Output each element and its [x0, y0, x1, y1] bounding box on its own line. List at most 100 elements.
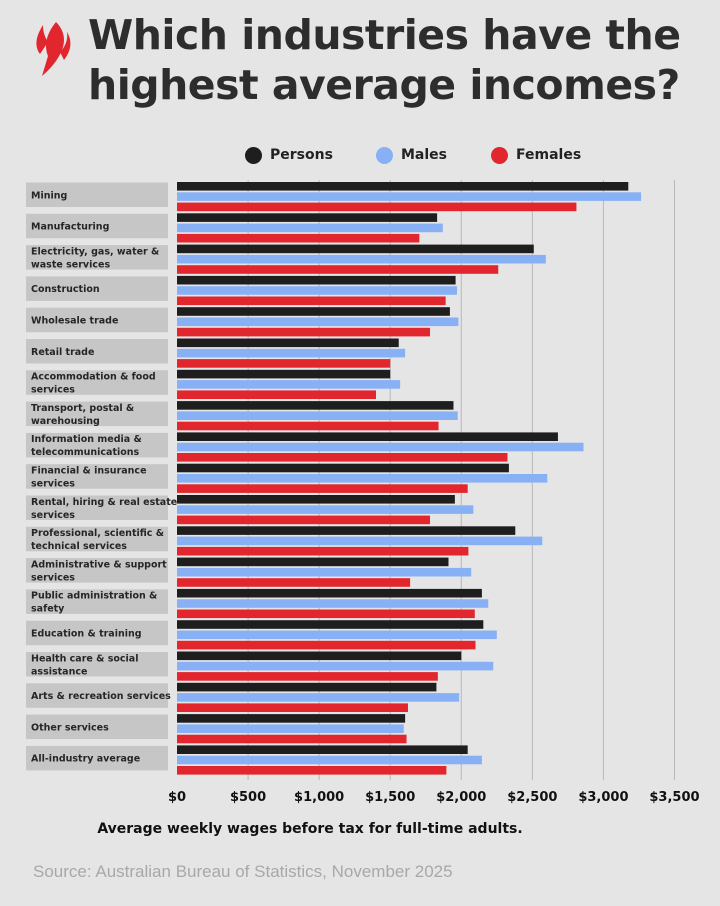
category-label-box — [26, 245, 168, 270]
bar-persons — [177, 213, 438, 222]
category-label: Arts & recreation services — [31, 691, 171, 702]
category-label-box — [26, 370, 168, 395]
category-label-box — [26, 432, 168, 458]
bar-persons — [177, 651, 462, 661]
x-axis-title: Average weekly wages before tax for full… — [97, 821, 523, 837]
category-label-box — [26, 714, 168, 740]
bar-females — [177, 484, 468, 493]
bar-females — [177, 734, 407, 744]
bar-males — [177, 442, 584, 452]
category-label-box — [26, 182, 168, 207]
category-label-box — [26, 464, 168, 489]
category-label: Education & training — [31, 628, 142, 639]
bar-females — [177, 327, 431, 337]
bar-females — [177, 202, 577, 212]
legend-item-females: Females — [491, 143, 581, 167]
bar-females — [177, 390, 376, 399]
bar-males — [177, 567, 472, 577]
bar-males — [177, 286, 458, 295]
category-label: Retail trade — [31, 347, 94, 358]
legend-label-persons: Persons — [270, 147, 333, 163]
bar-males — [177, 630, 497, 640]
legend-swatch-males — [376, 146, 393, 164]
category-label: Health care & social assistance — [31, 653, 138, 677]
bar-females — [177, 672, 438, 681]
category-label: All-industry average — [31, 754, 140, 765]
bar-persons — [177, 745, 468, 754]
x-tick-label: $0 — [168, 790, 186, 805]
bar-males — [177, 192, 642, 201]
bar-males — [177, 755, 482, 765]
bar-females — [177, 421, 439, 431]
bar-persons — [177, 244, 534, 254]
bar-persons — [177, 369, 391, 379]
category-label: Administrative & support services — [31, 559, 167, 583]
category-label-box — [26, 652, 168, 677]
bar-females — [177, 296, 446, 306]
category-label-box — [26, 276, 168, 301]
bar-persons — [177, 682, 437, 692]
bar-females — [177, 453, 508, 462]
category-label-box — [26, 683, 168, 708]
category-label: Financial & insurance services — [31, 465, 147, 489]
bar-persons — [177, 307, 450, 316]
bar-females — [177, 578, 411, 587]
bar-males — [177, 661, 494, 671]
bar-persons — [177, 526, 516, 535]
category-label: Professional, scientific & technical serv… — [31, 528, 164, 552]
bar-males — [177, 505, 474, 514]
category-label: Rental, hiring & real estate services — [31, 497, 177, 521]
bar-males — [177, 380, 401, 389]
x-tick-label: $1,000 — [294, 790, 344, 805]
bar-females — [177, 640, 476, 650]
bar-persons — [177, 401, 454, 410]
category-label: Transport, postal & warehousing — [31, 403, 134, 427]
x-tick-label: $3,000 — [578, 790, 628, 805]
bar-females — [177, 359, 391, 368]
category-label-box — [26, 526, 168, 552]
bar-males — [177, 693, 460, 702]
category-label-box — [26, 589, 168, 614]
category-label: Information media & telecommunications — [31, 434, 142, 458]
bar-females — [177, 546, 469, 556]
bar-males — [177, 254, 546, 264]
bar-persons — [177, 495, 455, 504]
bar-females — [177, 233, 420, 243]
legend-item-persons: Persons — [245, 143, 333, 167]
bar-females — [177, 703, 408, 712]
bar-males — [177, 724, 404, 733]
bar-persons — [177, 557, 449, 567]
x-tick-label: $1,500 — [365, 790, 415, 805]
bar-males — [177, 223, 443, 233]
x-tick-label: $2,000 — [436, 790, 486, 805]
category-label-box — [26, 558, 168, 583]
source-note: Source: Australian Bureau of Statistics,… — [33, 862, 453, 881]
bar-males — [177, 599, 489, 608]
bar-persons — [177, 620, 484, 629]
bar-males — [177, 317, 459, 327]
bar-females — [177, 515, 431, 525]
category-label: Accommodation & food services — [31, 372, 156, 396]
category-label: Electricity, gas, water & waste services — [31, 246, 159, 270]
bar-persons — [177, 182, 629, 191]
category-label: Manufacturing — [31, 222, 109, 233]
category-label: Mining — [31, 190, 67, 201]
bar-chart: Mining Manufacturing Electricity, gas, wat… — [26, 180, 700, 805]
legend-item-males: Males — [376, 143, 447, 167]
category-label: Public administration & safety — [31, 591, 157, 615]
legend-label-females: Females — [516, 147, 582, 163]
category-label: Other services — [31, 722, 109, 733]
bar-persons — [177, 714, 406, 723]
category-label: Construction — [31, 284, 100, 295]
category-label-box — [26, 495, 168, 520]
category-label: Wholesale trade — [31, 315, 118, 326]
bar-persons — [177, 432, 558, 441]
x-tick-label: $2,500 — [507, 790, 557, 805]
bar-males — [177, 536, 543, 546]
bar-females — [177, 265, 499, 274]
bar-persons — [177, 463, 509, 473]
category-label-box — [26, 745, 168, 771]
bar-persons — [177, 275, 456, 285]
legend-label-males: Males — [401, 147, 448, 163]
bar-females — [177, 609, 475, 619]
